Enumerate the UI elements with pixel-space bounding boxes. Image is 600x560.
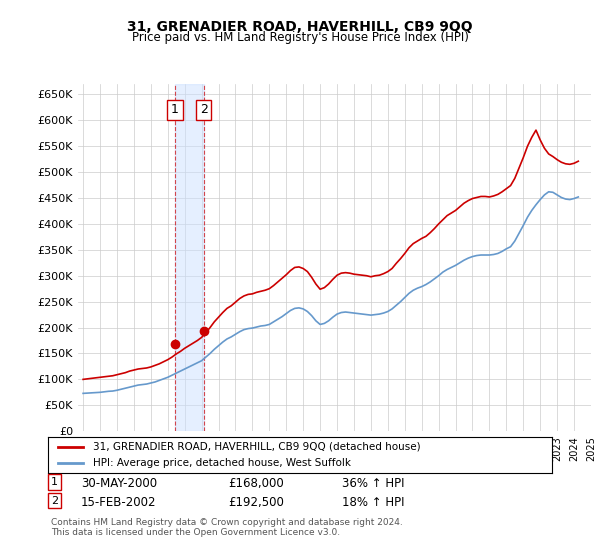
Text: 31, GRENADIER ROAD, HAVERHILL, CB9 9QQ (detached house): 31, GRENADIER ROAD, HAVERHILL, CB9 9QQ (…	[94, 442, 421, 452]
Text: 15-FEB-2002: 15-FEB-2002	[81, 496, 157, 508]
Bar	[175, 84, 203, 431]
Text: 2: 2	[200, 104, 208, 116]
Text: 30-MAY-2000: 30-MAY-2000	[81, 477, 157, 490]
Text: 18% ↑ HPI: 18% ↑ HPI	[342, 496, 404, 508]
Text: Price paid vs. HM Land Registry's House Price Index (HPI): Price paid vs. HM Land Registry's House …	[131, 31, 469, 44]
Text: 1: 1	[171, 104, 179, 116]
Text: 2: 2	[51, 496, 58, 506]
Text: 36% ↑ HPI: 36% ↑ HPI	[342, 477, 404, 490]
Text: £168,000: £168,000	[228, 477, 284, 490]
Text: £192,500: £192,500	[228, 496, 284, 508]
Text: HPI: Average price, detached house, West Suffolk: HPI: Average price, detached house, West…	[94, 458, 352, 468]
Text: 31, GRENADIER ROAD, HAVERHILL, CB9 9QQ: 31, GRENADIER ROAD, HAVERHILL, CB9 9QQ	[127, 20, 473, 34]
Text: 1: 1	[51, 477, 58, 487]
Text: Contains HM Land Registry data © Crown copyright and database right 2024.
This d: Contains HM Land Registry data © Crown c…	[51, 518, 403, 538]
